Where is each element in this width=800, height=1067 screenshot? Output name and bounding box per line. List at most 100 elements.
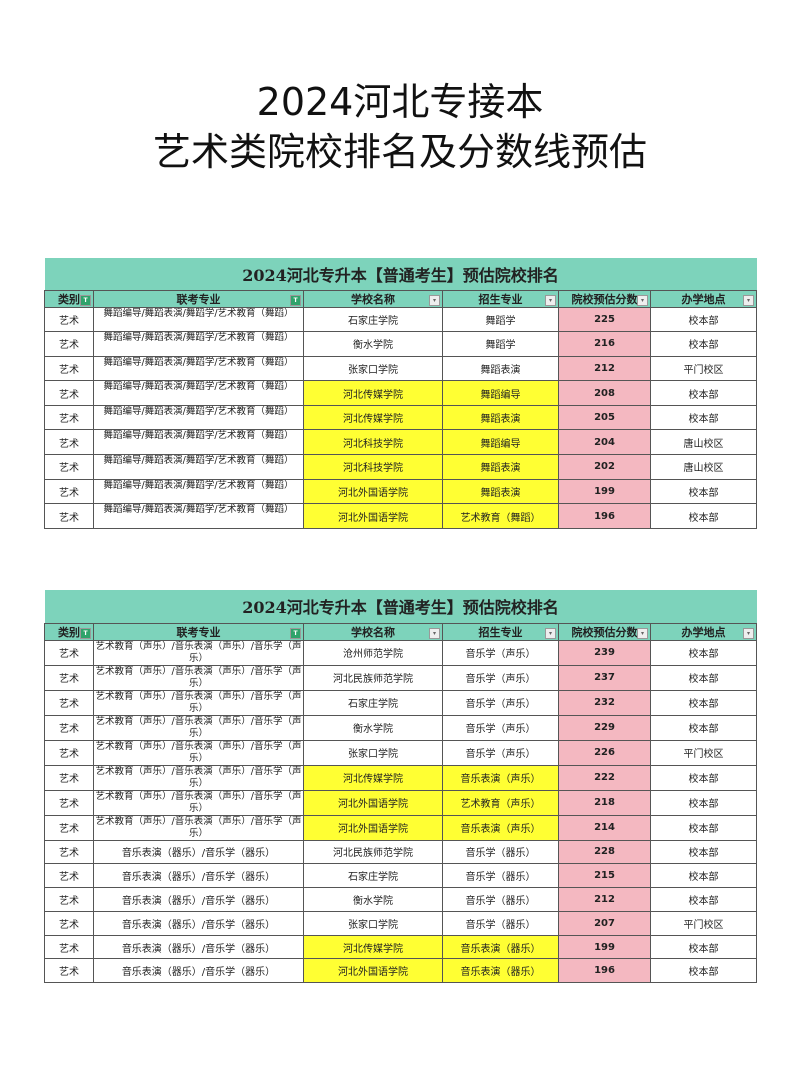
column-header-enroll-major[interactable]: 招生专业 ▾ [442,622,559,641]
cell-estimated-score: 196 [558,503,651,529]
cell-enroll-major: 音乐表演（器乐） [442,958,559,984]
filter-dropdown-icon[interactable]: ▾ [743,294,755,306]
table-row: 艺术 艺术教育（声乐）/音乐表演（声乐）/音乐学（声乐） 河北外国语学院 艺术教育（声… [44,789,758,816]
column-header-estimated-score[interactable]: 院校预估分数 ▾ [558,622,651,641]
filter-dropdown-icon[interactable]: ▾ [545,294,556,306]
cell-estimated-score: 196 [558,958,651,984]
cell-estimated-score: 215 [558,863,651,889]
filter-dropdown-icon[interactable]: T [80,294,91,306]
table-row: 艺术 舞蹈编导/舞蹈表演/舞蹈学/艺术教育（舞蹈） 河北传媒学院 舞蹈表演 205 校本部 [44,404,758,431]
table-row: 艺术 艺术教育（声乐）/音乐表演（声乐）/音乐学（声乐） 河北外国语学院 音乐表演（声… [44,814,758,841]
filter-dropdown-icon[interactable]: T [80,627,91,639]
cell-school-name: 河北科技学院 [303,454,443,480]
cell-school-name: 衡水学院 [303,714,443,741]
column-header-label: 联考专业 [176,292,221,306]
table-row: 艺术 舞蹈编导/舞蹈表演/舞蹈学/艺术教育（舞蹈） 石家庄学院 舞蹈学 225 校本部 [44,306,758,333]
cell-estimated-score: 237 [558,664,651,691]
column-header-label: 学校名称 [351,625,395,639]
cell-campus: 校本部 [649,714,758,741]
table-row: 艺术 音乐表演（器乐）/音乐学（器乐） 河北民族师范学院 音乐学（器乐） 228 校本部 [44,839,758,865]
cell-estimated-score: 214 [558,814,651,841]
cell-estimated-score: 225 [558,306,651,333]
cell-exam-major: 舞蹈编导/舞蹈表演/舞蹈学/艺术教育（舞蹈） [93,331,304,357]
page-title-line1: 2024河北专接本 [256,80,544,124]
cell-estimated-score: 205 [558,404,651,431]
table-caption: 2024河北专升本【普通考生】预估院校排名 [44,590,757,623]
filter-dropdown-icon[interactable]: ▾ [743,627,755,639]
filter-dropdown-icon[interactable]: ▾ [429,627,440,639]
table-row: 艺术 艺术教育（声乐）/音乐表演（声乐）/音乐学（声乐） 石家庄学院 音乐学（声乐） 2… [44,689,758,716]
table-row: 艺术 舞蹈编导/舞蹈表演/舞蹈学/艺术教育（舞蹈） 河北科技学院 舞蹈编导 204 唐山校… [44,429,758,456]
cell-exam-major: 音乐表演（器乐）/音乐学（器乐） [93,887,304,912]
column-header-exam-major[interactable]: 联考专业 T [93,289,304,308]
cell-school-name: 河北传媒学院 [303,764,443,791]
column-header-school-name[interactable]: 学校名称 ▾ [303,622,443,641]
cell-campus: 校本部 [649,380,758,406]
cell-school-name: 沧州师范学院 [303,639,443,666]
filter-dropdown-icon[interactable]: ▾ [429,294,440,306]
cell-category: 艺术 [44,714,94,741]
cell-estimated-score: 218 [558,789,651,816]
cell-school-name: 河北传媒学院 [303,404,443,431]
cell-estimated-score: 207 [558,910,651,936]
cell-exam-major: 舞蹈编导/舞蹈表演/舞蹈学/艺术教育（舞蹈） [93,454,304,480]
cell-category: 艺术 [44,639,94,666]
cell-school-name: 石家庄学院 [303,863,443,889]
cell-exam-major: 艺术教育（声乐）/音乐表演（声乐）/音乐学（声乐） [93,664,304,691]
cell-category: 艺术 [44,306,94,333]
cell-enroll-major: 音乐表演（声乐） [442,814,559,841]
column-header-exam-major[interactable]: 联考专业 T [93,622,304,641]
cell-category: 艺术 [44,331,94,357]
cell-exam-major: 艺术教育（声乐）/音乐表演（声乐）/音乐学（声乐） [93,789,304,816]
column-header-label: 办学地点 [681,625,726,639]
cell-school-name: 河北外国语学院 [303,503,443,529]
column-header-estimated-score[interactable]: 院校预估分数 ▾ [558,289,651,308]
column-header-category[interactable]: 类别 T [44,622,94,641]
cell-school-name: 河北外国语学院 [303,789,443,816]
cell-estimated-score: 199 [558,478,651,505]
cell-exam-major: 舞蹈编导/舞蹈表演/舞蹈学/艺术教育（舞蹈） [93,355,304,382]
cell-enroll-major: 舞蹈表演 [442,478,559,505]
table-row: 艺术 艺术教育（声乐）/音乐表演（声乐）/音乐学（声乐） 张家口学院 音乐学（声乐） 2… [44,739,758,766]
column-header-school-name[interactable]: 学校名称 ▾ [303,289,443,308]
filter-dropdown-icon[interactable]: T [290,294,301,306]
ranking-table-dance: 2024河北专升本【普通考生】预估院校排名 类别 T 联考专业 T 学校名称 ▾ 招生专业 ▾ 院… [44,258,758,529]
cell-estimated-score: 212 [558,887,651,912]
cell-enroll-major: 舞蹈表演 [442,404,559,431]
cell-estimated-score: 204 [558,429,651,456]
column-header-campus[interactable]: 办学地点 ▾ [649,289,758,308]
column-header-campus[interactable]: 办学地点 ▾ [649,622,758,641]
cell-category: 艺术 [44,380,94,406]
filter-dropdown-icon[interactable]: ▾ [637,627,648,639]
cell-school-name: 河北外国语学院 [303,814,443,841]
column-header-category[interactable]: 类别 T [44,289,94,308]
table-row: 艺术 舞蹈编导/舞蹈表演/舞蹈学/艺术教育（舞蹈） 河北传媒学院 舞蹈编导 208 校本部 [44,380,758,406]
cell-enroll-major: 音乐学（器乐） [442,839,559,865]
cell-enroll-major: 舞蹈编导 [442,380,559,406]
cell-exam-major: 音乐表演（器乐）/音乐学（器乐） [93,934,304,960]
cell-category: 艺术 [44,664,94,691]
cell-category: 艺术 [44,478,94,505]
cell-enroll-major: 舞蹈学 [442,331,559,357]
cell-campus: 校本部 [649,887,758,912]
column-header-enroll-major[interactable]: 招生专业 ▾ [442,289,559,308]
filter-dropdown-icon[interactable]: ▾ [545,627,556,639]
cell-exam-major: 艺术教育（声乐）/音乐表演（声乐）/音乐学（声乐） [93,814,304,841]
cell-enroll-major: 音乐学（声乐） [442,664,559,691]
filter-dropdown-icon[interactable]: T [290,627,301,639]
cell-category: 艺术 [44,910,94,936]
cell-school-name: 河北科技学院 [303,429,443,456]
table-caption: 2024河北专升本【普通考生】预估院校排名 [44,258,757,290]
cell-category: 艺术 [44,958,94,984]
cell-exam-major: 舞蹈编导/舞蹈表演/舞蹈学/艺术教育（舞蹈） [93,478,304,505]
column-header-label: 院校预估分数 [571,625,638,639]
cell-campus: 校本部 [649,764,758,791]
cell-category: 艺术 [44,404,94,431]
cell-campus: 唐山校区 [649,429,758,456]
filter-dropdown-icon[interactable]: ▾ [637,294,648,306]
cell-school-name: 河北传媒学院 [303,934,443,960]
table-row: 艺术 艺术教育（声乐）/音乐表演（声乐）/音乐学（声乐） 河北民族师范学院 音乐学（声… [44,664,758,691]
cell-campus: 校本部 [649,934,758,960]
cell-school-name: 河北外国语学院 [303,958,443,984]
cell-campus: 校本部 [649,814,758,841]
